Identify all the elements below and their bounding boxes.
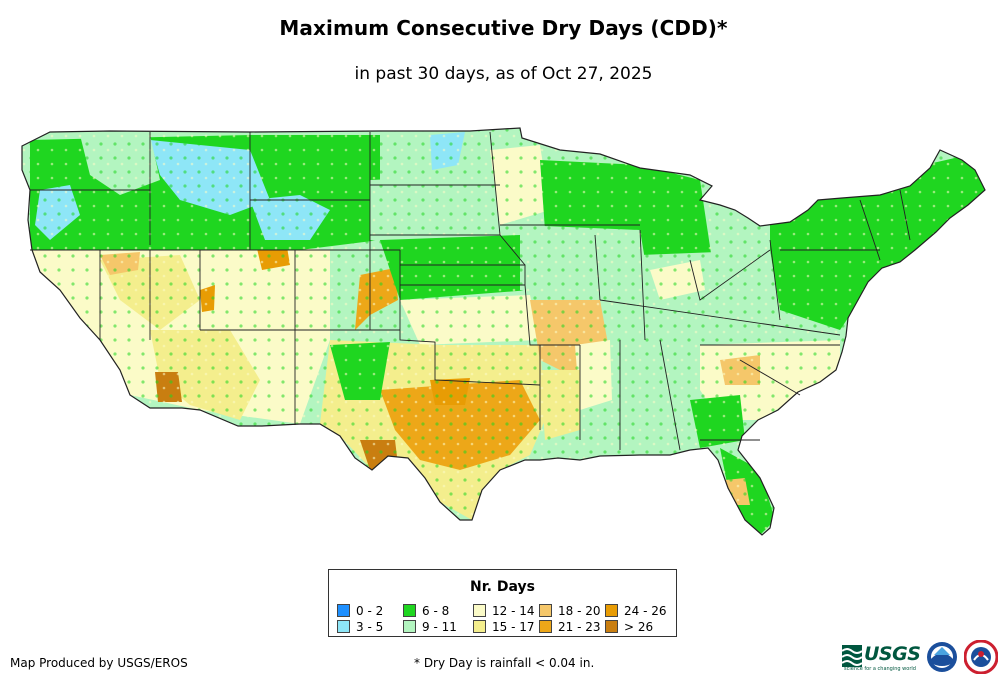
dry-day-fill-regions <box>22 128 985 535</box>
legend-label: 0 - 2 <box>356 604 384 618</box>
oh-border <box>689 249 771 301</box>
legend-item-over-26: > 26 <box>605 620 653 634</box>
legend-title: Nr. Days <box>470 579 535 595</box>
legend-swatch <box>539 604 552 617</box>
legend-item-15-17: 15 - 17 <box>473 620 535 634</box>
credit-text: Map Produced by USGS/EROS <box>10 656 188 670</box>
legend-item-0-2: 0 - 2 <box>337 604 383 618</box>
noaa-logo-icon <box>927 642 957 672</box>
map-title: Maximum Consecutive Dry Days (CDD)* <box>279 16 728 40</box>
al-ga <box>659 339 681 451</box>
legend-swatch <box>337 620 350 633</box>
vt-nh <box>859 199 881 261</box>
ky-tn-border <box>599 299 841 336</box>
usgs-logo-text: USGS <box>864 643 921 665</box>
legend-swatch <box>473 604 486 617</box>
legend-item-18-20: 18 - 20 <box>539 604 601 618</box>
legend-swatch <box>403 604 416 617</box>
legend-label: 18 - 20 <box>558 604 601 618</box>
legend-item-24-26: 24 - 26 <box>605 604 667 618</box>
legend-label: 15 - 17 <box>492 620 535 634</box>
ok-tx-border <box>399 250 541 386</box>
legend-item-6-8: 6 - 8 <box>403 604 449 618</box>
mo-ar-border <box>524 284 580 346</box>
map-subtitle: in past 30 days, as of Oct 27, 2025 <box>354 64 653 84</box>
legend-swatch <box>605 604 618 617</box>
usgs-tagline: science for a changing world <box>844 666 916 672</box>
state-boundaries <box>30 131 911 451</box>
mn-ia-border <box>489 131 526 266</box>
legend-swatch <box>539 620 552 633</box>
dry-day-footnote: * Dry Day is rainfall < 0.04 in. <box>414 656 595 670</box>
il-border <box>594 234 601 301</box>
legend-label: 6 - 8 <box>422 604 450 618</box>
usgs-wave-icon <box>842 645 863 667</box>
legend-item-12-14: 12 - 14 <box>473 604 535 618</box>
nc-sc <box>739 359 801 396</box>
legend-label: 21 - 23 <box>558 620 601 634</box>
legend-label: > 26 <box>624 620 654 634</box>
legend: Nr. Days 0 - 2 3 - 5 6 - 8 9 - 11 12 - 1… <box>328 569 677 637</box>
agency-logos: USGS science for a changing world <box>842 639 1002 679</box>
national-weather-service-logo-icon <box>964 640 998 674</box>
legend-swatch <box>337 604 350 617</box>
legend-swatch <box>605 620 618 633</box>
legend-item-3-5: 3 - 5 <box>337 620 383 634</box>
legend-label: 9 - 11 <box>422 620 457 634</box>
in-il <box>639 229 646 341</box>
legend-swatch <box>403 620 416 633</box>
me-nh <box>899 189 911 241</box>
legend-item-9-11: 9 - 11 <box>403 620 457 634</box>
speckle-texture <box>22 128 985 535</box>
legend-item-21-23: 21 - 23 <box>539 620 601 634</box>
legend-label: 3 - 5 <box>356 620 384 634</box>
legend-swatch <box>473 620 486 633</box>
pa-oh <box>769 239 781 321</box>
legend-label: 24 - 26 <box>624 604 667 618</box>
legend-label: 12 - 14 <box>492 604 535 618</box>
